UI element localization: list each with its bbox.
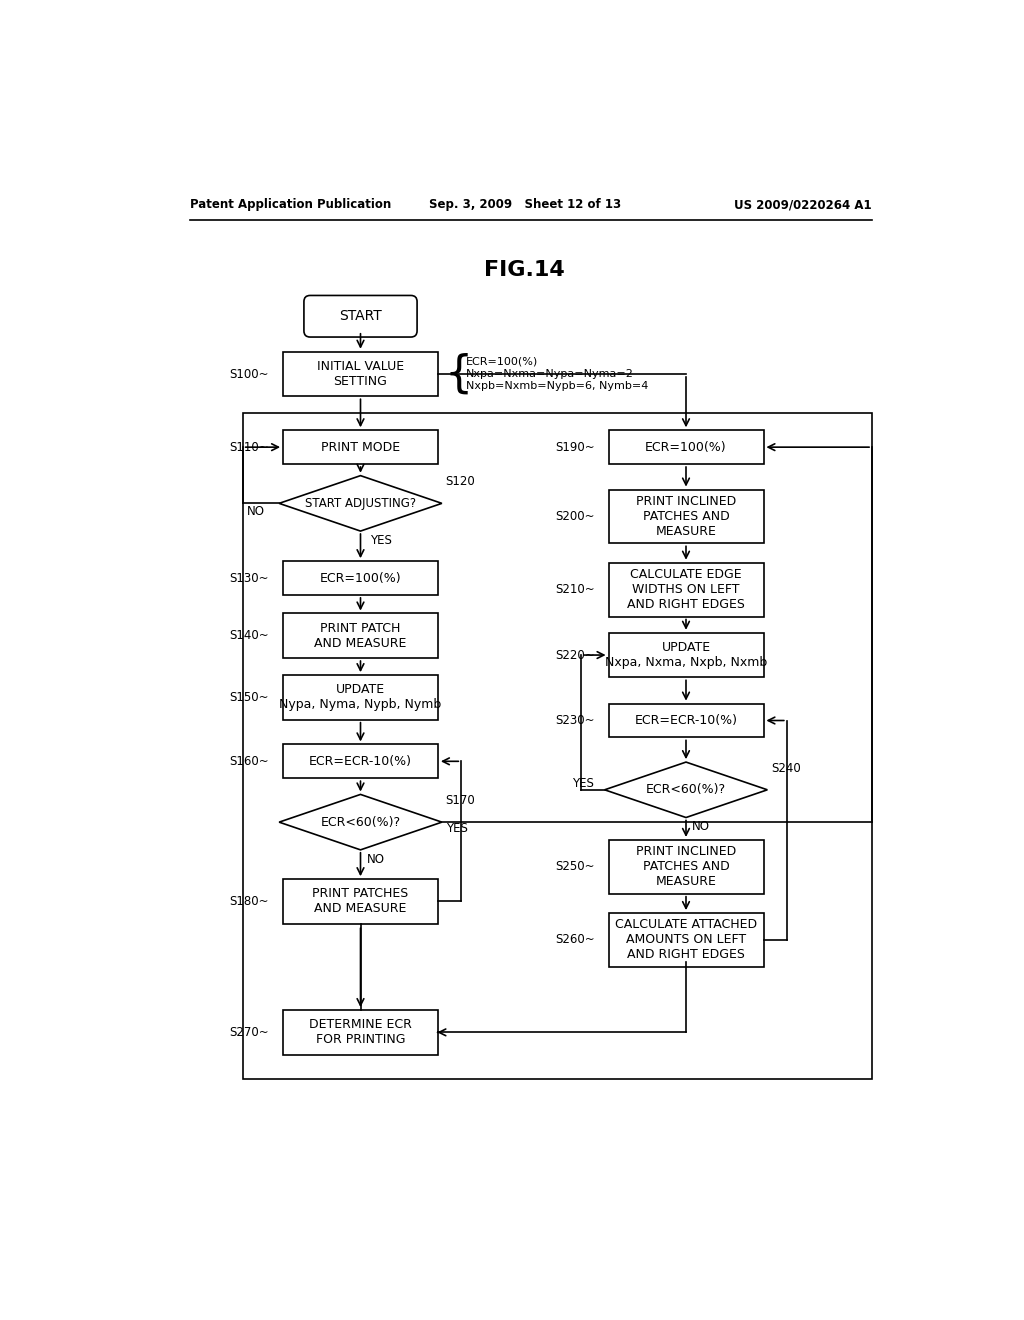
Text: ECR=ECR-10(%): ECR=ECR-10(%) bbox=[635, 714, 737, 727]
Bar bbox=[608, 840, 764, 894]
Text: ECR=100(%): ECR=100(%) bbox=[645, 441, 727, 454]
Text: NO: NO bbox=[247, 504, 264, 517]
Text: S270~: S270~ bbox=[229, 1026, 269, 1039]
Text: US 2009/0220264 A1: US 2009/0220264 A1 bbox=[734, 198, 872, 211]
Text: CALCULATE EDGE
WIDTHS ON LEFT
AND RIGHT EDGES: CALCULATE EDGE WIDTHS ON LEFT AND RIGHT … bbox=[627, 568, 744, 611]
Text: CALCULATE ATTACHED
AMOUNTS ON LEFT
AND RIGHT EDGES: CALCULATE ATTACHED AMOUNTS ON LEFT AND R… bbox=[615, 919, 757, 961]
Bar bbox=[608, 430, 764, 465]
Text: DETERMINE ECR
FOR PRINTING: DETERMINE ECR FOR PRINTING bbox=[309, 1018, 412, 1047]
Bar bbox=[283, 675, 438, 719]
Text: INITIAL VALUE
SETTING: INITIAL VALUE SETTING bbox=[317, 360, 404, 388]
Text: Sep. 3, 2009   Sheet 12 of 13: Sep. 3, 2009 Sheet 12 of 13 bbox=[429, 198, 621, 211]
Text: S230~: S230~ bbox=[555, 714, 595, 727]
Text: ECR<60(%)?: ECR<60(%)? bbox=[646, 783, 726, 796]
Text: S180~: S180~ bbox=[229, 895, 269, 908]
Bar bbox=[283, 614, 438, 659]
Bar bbox=[283, 1010, 438, 1055]
Bar bbox=[283, 744, 438, 779]
Text: NO: NO bbox=[367, 853, 385, 866]
Text: ECR=100(%): ECR=100(%) bbox=[466, 356, 539, 367]
Text: PRINT INCLINED
PATCHES AND
MEASURE: PRINT INCLINED PATCHES AND MEASURE bbox=[636, 495, 736, 539]
Text: {: { bbox=[444, 352, 472, 396]
Text: S120: S120 bbox=[445, 475, 475, 488]
FancyBboxPatch shape bbox=[304, 296, 417, 337]
Text: S250~: S250~ bbox=[555, 861, 595, 874]
Polygon shape bbox=[280, 795, 442, 850]
Bar bbox=[283, 351, 438, 396]
Text: PRINT MODE: PRINT MODE bbox=[321, 441, 400, 454]
Text: ECR<60(%)?: ECR<60(%)? bbox=[321, 816, 400, 829]
Text: START ADJUSTING?: START ADJUSTING? bbox=[305, 496, 416, 510]
Bar bbox=[283, 430, 438, 465]
Text: Patent Application Publication: Patent Application Publication bbox=[190, 198, 391, 211]
Text: Nxpa=Nxma=Nypa=Nyma=2: Nxpa=Nxma=Nypa=Nyma=2 bbox=[466, 370, 634, 379]
Text: YES: YES bbox=[445, 822, 468, 834]
Text: S200~: S200~ bbox=[555, 510, 595, 523]
Polygon shape bbox=[604, 762, 767, 817]
Text: S160~: S160~ bbox=[229, 755, 269, 768]
Text: S170: S170 bbox=[445, 795, 475, 807]
Bar bbox=[243, 412, 872, 1078]
Text: S220~: S220~ bbox=[555, 648, 595, 661]
Text: S150~: S150~ bbox=[229, 690, 269, 704]
Text: S190~: S190~ bbox=[555, 441, 595, 454]
Text: S130~: S130~ bbox=[229, 572, 269, 585]
Text: S100~: S100~ bbox=[229, 367, 269, 380]
Text: PRINT PATCHES
AND MEASURE: PRINT PATCHES AND MEASURE bbox=[312, 887, 409, 916]
Text: Nxpb=Nxmb=Nypb=6, Nymb=4: Nxpb=Nxmb=Nypb=6, Nymb=4 bbox=[466, 381, 648, 391]
Text: YES: YES bbox=[572, 777, 594, 791]
Text: UPDATE
Nxpa, Nxma, Nxpb, Nxmb: UPDATE Nxpa, Nxma, Nxpb, Nxmb bbox=[605, 642, 767, 669]
Bar bbox=[608, 490, 764, 544]
Text: ECR=100(%): ECR=100(%) bbox=[319, 572, 401, 585]
Bar bbox=[608, 913, 764, 966]
Bar bbox=[283, 561, 438, 595]
Text: NO: NO bbox=[692, 820, 711, 833]
Text: START: START bbox=[339, 309, 382, 323]
Text: S210~: S210~ bbox=[555, 583, 595, 597]
Bar bbox=[608, 632, 764, 677]
Bar bbox=[283, 879, 438, 924]
Text: S240: S240 bbox=[771, 762, 801, 775]
Text: S260~: S260~ bbox=[555, 933, 595, 946]
Text: YES: YES bbox=[370, 533, 391, 546]
Text: UPDATE
Nypa, Nyma, Nypb, Nymb: UPDATE Nypa, Nyma, Nypb, Nymb bbox=[280, 684, 441, 711]
Text: FIG.14: FIG.14 bbox=[484, 260, 565, 280]
Text: S110~: S110~ bbox=[229, 441, 269, 454]
Text: ECR=ECR-10(%): ECR=ECR-10(%) bbox=[309, 755, 412, 768]
Text: PRINT INCLINED
PATCHES AND
MEASURE: PRINT INCLINED PATCHES AND MEASURE bbox=[636, 845, 736, 888]
Text: PRINT PATCH
AND MEASURE: PRINT PATCH AND MEASURE bbox=[314, 622, 407, 649]
Bar bbox=[608, 704, 764, 738]
Polygon shape bbox=[280, 475, 442, 531]
Bar bbox=[608, 562, 764, 616]
Text: S140~: S140~ bbox=[229, 630, 269, 643]
